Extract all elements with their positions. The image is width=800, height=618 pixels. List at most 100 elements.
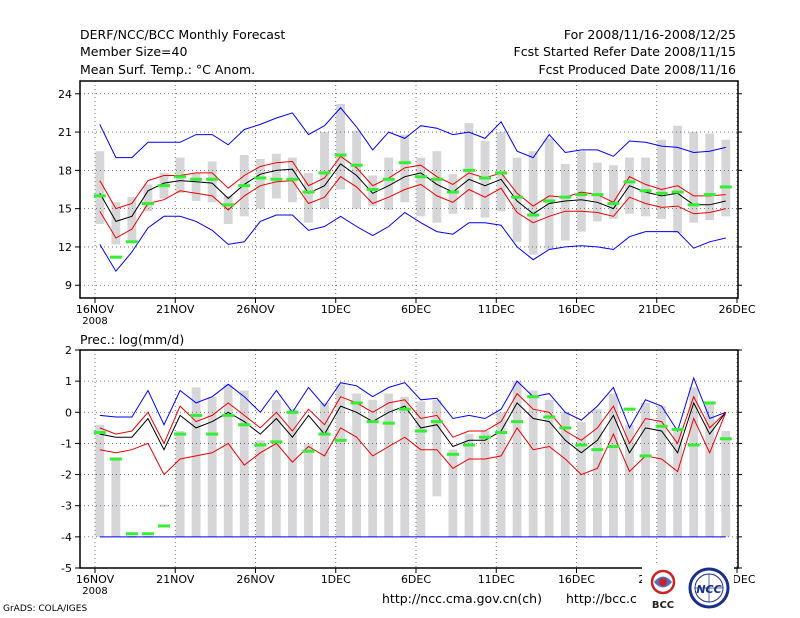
y-tick-label: 0 [65, 406, 72, 419]
obs-marker [302, 190, 315, 194]
series-mean-line [99, 401, 727, 454]
chart-title: DERF/NCC/BCC Monthly Forecast [80, 27, 286, 42]
obs-marker [222, 203, 235, 207]
spread-bar [721, 139, 731, 217]
obs-marker [430, 420, 443, 424]
obs-marker [671, 190, 684, 194]
obs-marker [414, 175, 427, 179]
obs-marker [655, 424, 668, 428]
obs-marker [158, 184, 171, 188]
x-tick-label: 11DEC [478, 303, 515, 316]
spread-bar [496, 412, 506, 537]
x-tick-label: 16DEC [558, 303, 595, 316]
x-tick-label: 26NOV [236, 303, 275, 316]
spread-bar [673, 427, 683, 537]
obs-marker [607, 202, 620, 206]
y-tick-label: -2 [61, 469, 72, 482]
obs-marker [350, 163, 363, 167]
obs-marker [366, 420, 379, 424]
obs-marker [382, 177, 395, 181]
produced-date-label: Fcst Produced Date 2008/11/16 [538, 62, 736, 77]
logo-group: BCC NCC [642, 566, 734, 612]
x-tick-label: 21NOV [156, 573, 195, 586]
spread-bar [175, 430, 185, 537]
spread-bar [239, 390, 249, 537]
obs-marker [286, 177, 299, 181]
spread-bar [336, 384, 345, 537]
obs-marker [174, 175, 187, 179]
obs-marker [109, 255, 122, 259]
spread-bar [512, 381, 522, 537]
obs-marker [543, 199, 556, 203]
y-tick-label: 21 [58, 126, 72, 139]
spread-bar [191, 387, 201, 537]
obs-marker [543, 415, 556, 419]
series-lower-line [99, 176, 726, 239]
obs-marker [639, 454, 652, 458]
spread-bar [641, 157, 650, 217]
bcc-url: http://bcc.c [566, 591, 637, 606]
series-upper-line [99, 392, 727, 445]
obs-marker [495, 431, 508, 435]
obs-marker [575, 443, 588, 447]
variable-label: Mean Surf. Temp.: °C Anom. [80, 62, 256, 77]
obs-marker [125, 240, 138, 244]
spread-bar [400, 134, 410, 203]
spread-bar [288, 409, 297, 537]
obs-marker [190, 413, 203, 417]
spread-bar [352, 130, 362, 209]
obs-marker [190, 177, 203, 181]
obs-marker [527, 213, 540, 217]
spread-bar [111, 459, 121, 537]
bcc-logo-text: BCC [652, 600, 674, 611]
spread-bar [544, 138, 554, 250]
series-max-line [99, 107, 726, 159]
ncc-logo-text: NCC [696, 583, 721, 596]
spread-bar [512, 157, 522, 242]
spread-bar [609, 165, 618, 219]
obs-marker [109, 457, 122, 461]
spread-bar [560, 412, 570, 537]
spread-bar [304, 443, 313, 537]
obs-marker [141, 532, 154, 536]
spread-bar [576, 151, 586, 232]
spread-bar [448, 174, 458, 214]
spread-bar [544, 399, 554, 537]
obs-marker [398, 407, 411, 411]
spread-bar [143, 184, 153, 212]
spread-bar [336, 103, 345, 190]
obs-marker [206, 177, 219, 181]
obs-marker [703, 193, 716, 197]
y-tick-label: 18 [58, 164, 72, 177]
temperature-panel: 9 12 15 18 21 24 16NOV 21NOV 26NOV 1DEC 6DEC 11DEC 1… [58, 80, 756, 327]
y-tick-label: -5 [61, 562, 72, 575]
obs-marker [125, 532, 138, 536]
spread-bar [689, 387, 699, 537]
obs-marker [334, 438, 347, 442]
obs-marker [414, 429, 427, 433]
obs-marker [93, 194, 106, 198]
obs-marker [655, 191, 668, 195]
y-tick-label: 24 [58, 88, 72, 101]
series-min-line [99, 211, 726, 273]
spread-bar [400, 396, 410, 537]
spread-bar [127, 197, 137, 241]
series-upper-line [99, 155, 726, 210]
member-size-label: Member Size=40 [80, 44, 188, 59]
spread-bar [576, 421, 586, 537]
spread-bar [464, 123, 474, 210]
obs-marker [238, 423, 251, 427]
y-tick-label: 12 [58, 241, 72, 254]
obs-marker [254, 443, 267, 447]
spread-bar [416, 157, 426, 217]
spread-bar [657, 406, 666, 537]
series-mean-line [99, 163, 726, 222]
spread-bar [721, 430, 731, 537]
spread-bar [528, 390, 538, 537]
obs-marker [479, 435, 492, 439]
spread-bar [560, 163, 570, 241]
y-tick-label: -1 [61, 437, 72, 450]
obs-marker [334, 153, 347, 157]
spread-bar [368, 399, 378, 537]
